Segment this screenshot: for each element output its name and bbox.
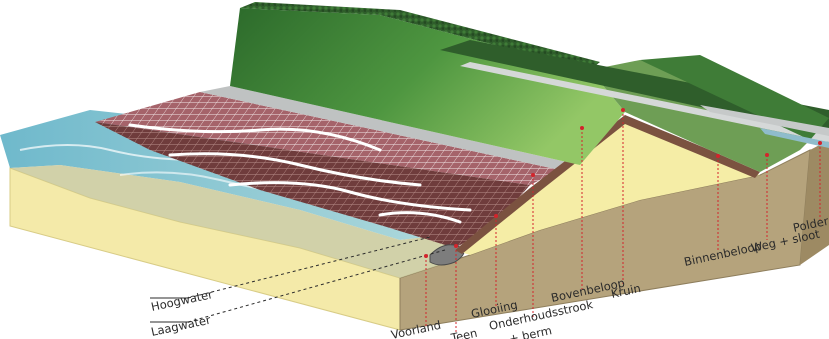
hedge-on-crest — [240, 2, 600, 70]
dike-revetment — [95, 92, 560, 248]
low-water-line — [187, 249, 446, 323]
dike-body — [455, 115, 760, 255]
label-teen: Teen — [449, 326, 479, 339]
soil-right-face — [800, 140, 829, 265]
label-hoogwater: Hoogwater — [150, 287, 215, 314]
grass-outer-upper-slope — [230, 8, 625, 165]
polder-strip — [440, 40, 829, 148]
low-water-mudflat — [10, 165, 470, 278]
label-kruin: Kruin — [610, 281, 642, 301]
water-level-lines — [150, 236, 446, 323]
revetment-tiles-light — [95, 92, 560, 185]
label-leaders — [425, 110, 821, 334]
dike-core-sand — [455, 118, 760, 255]
label-dots — [424, 108, 822, 258]
ground-block — [9, 140, 829, 331]
maintenance-strip — [200, 86, 580, 170]
label-laagwater: Laagwater — [150, 313, 212, 339]
